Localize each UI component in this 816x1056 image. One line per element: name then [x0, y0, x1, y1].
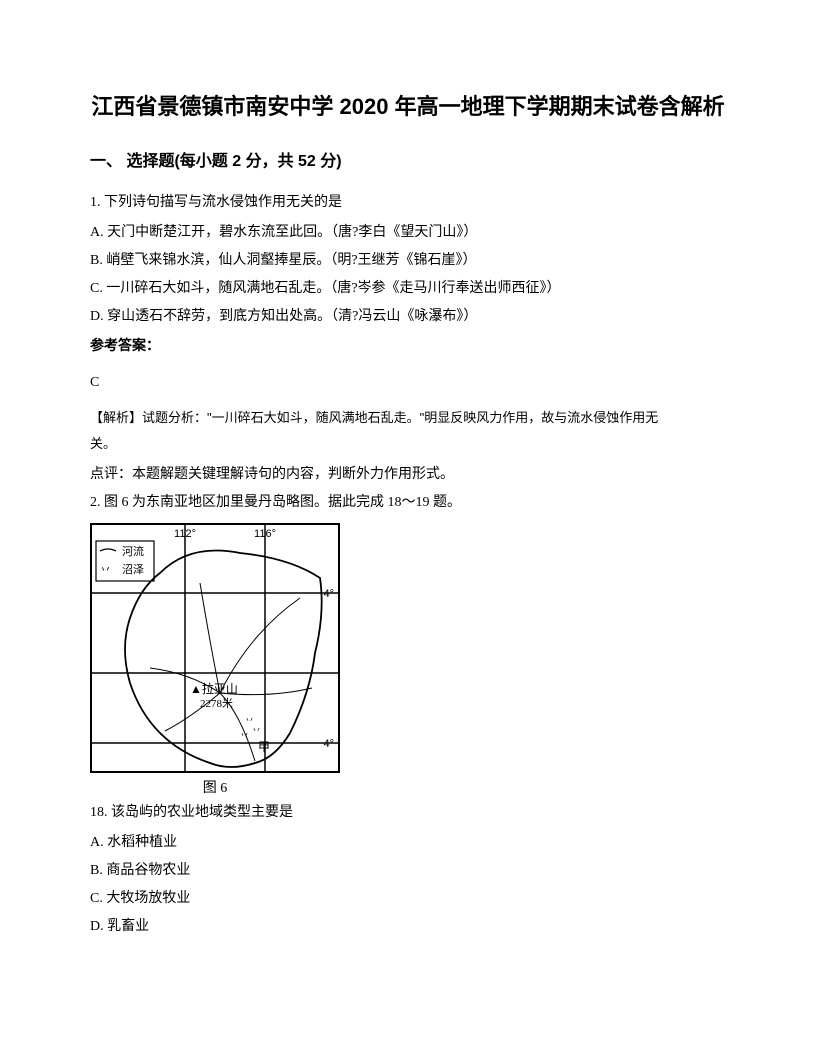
q1-stem: 1. 下列诗句描写与流水侵蚀作用无关的是	[90, 189, 726, 217]
answer-label: 参考答案：	[90, 333, 726, 361]
legend-river: 河流	[122, 544, 144, 558]
map-container: 112° 116° 4° 4° 河流 丷 沼泽 ▲拉亚山 2278米 丷	[90, 523, 726, 797]
q2-option-c: C. 大牧场放牧业	[90, 885, 726, 913]
q1-comment: 点评：本题解题关键理解诗句的内容，判断外力作用形式。	[90, 461, 726, 489]
q1-analysis-line1: 【解析】试题分析："一川碎石大如斗，随风满地石乱走。"明显反映风力作用，故与流水…	[90, 405, 726, 431]
svg-text:丷: 丷	[100, 564, 111, 576]
q1-option-b: B. 峭壁飞来锦水滨，仙人洞壑捧星辰。（明?王继芳《锦石崖》）	[90, 247, 726, 275]
q1-analysis-line2: 关。	[90, 431, 726, 457]
lat-4n: 4°	[323, 588, 334, 600]
lat-4s: 4°	[323, 738, 334, 750]
exam-title: 江西省景德镇市南安中学 2020 年高一地理下学期期末试卷含解析	[90, 90, 726, 123]
q2-option-b: B. 商品谷物农业	[90, 857, 726, 885]
q1-option-d: D. 穿山透石不辞劳，到底方知出处高。（清?冯云山《咏瀑布》）	[90, 303, 726, 331]
legend-swamp: 沼泽	[122, 562, 144, 576]
q1-answer: C	[90, 369, 726, 397]
q1-option-a: A. 天门中断楚江开，碧水东流至此回。（唐?李白《望天门山》）	[90, 219, 726, 247]
svg-text:丷: 丷	[245, 715, 254, 725]
map-figure: 112° 116° 4° 4° 河流 丷 沼泽 ▲拉亚山 2278米 丷	[90, 523, 340, 797]
q2-option-a: A. 水稻种植业	[90, 829, 726, 857]
q2-option-d: D. 乳畜业	[90, 913, 726, 941]
marker-jia: 甲	[258, 740, 270, 754]
q1-option-c: C. 一川碎石大如斗，随风满地石乱走。（唐?岑参《走马川行奉送出师西征》）	[90, 275, 726, 303]
map-svg: 112° 116° 4° 4° 河流 丷 沼泽 ▲拉亚山 2278米 丷	[90, 523, 340, 773]
map-caption: 图 6	[90, 777, 340, 797]
q2-stem: 2. 图 6 为东南亚地区加里曼丹岛略图。据此完成 18～19 题。	[90, 489, 726, 517]
q2-sub18: 18. 该岛屿的农业地域类型主要是	[90, 799, 726, 827]
section-header: 一、 选择题(每小题 2 分，共 52 分)	[90, 147, 726, 171]
svg-text:丷: 丷	[240, 730, 249, 740]
elevation-label: 2278米	[200, 697, 233, 710]
svg-text:丷: 丷	[252, 725, 261, 735]
lon-112: 112°	[174, 528, 196, 540]
mountain-label: ▲拉亚山	[190, 681, 238, 696]
lon-116: 116°	[254, 528, 276, 540]
